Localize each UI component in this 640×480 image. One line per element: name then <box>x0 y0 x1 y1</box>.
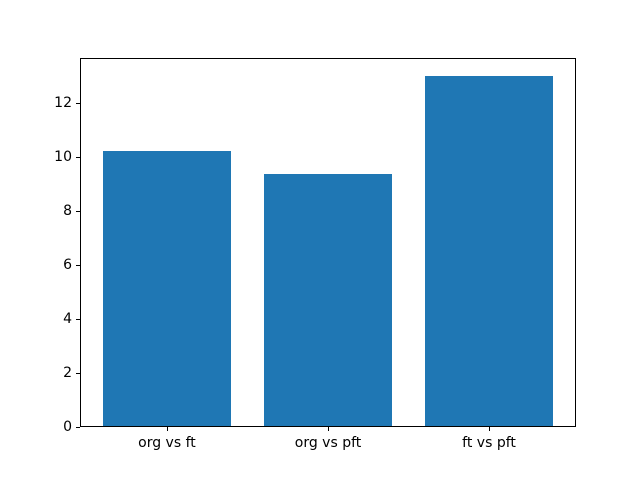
y-tick-mark <box>76 264 80 266</box>
bar-org-vs-pft <box>263 174 393 427</box>
y-tick-label: 8 <box>63 202 72 219</box>
y-tick-label: 6 <box>63 256 72 273</box>
y-tick-mark <box>76 318 80 320</box>
bar-ft-vs-pft <box>424 75 554 427</box>
y-tick-label: 12 <box>54 94 72 111</box>
y-tick-mark <box>76 372 80 374</box>
x-tick-label: org vs ft <box>138 435 196 451</box>
x-tick-label: ft vs pft <box>462 435 516 451</box>
y-tick-label: 10 <box>54 148 72 165</box>
y-tick-mark <box>76 156 80 158</box>
x-tick-mark <box>489 427 491 431</box>
x-tick-mark <box>328 427 329 431</box>
x-tick-label: org vs pft <box>294 435 362 451</box>
y-tick-mark <box>76 427 80 428</box>
y-tick-label: 2 <box>63 364 72 381</box>
y-tick-label: 0 <box>63 419 72 435</box>
y-tick-mark <box>76 102 80 104</box>
y-tick-mark <box>76 210 80 212</box>
bar-org-vs-ft <box>102 151 232 427</box>
x-tick-mark <box>166 427 168 431</box>
y-tick-label: 4 <box>63 310 72 327</box>
